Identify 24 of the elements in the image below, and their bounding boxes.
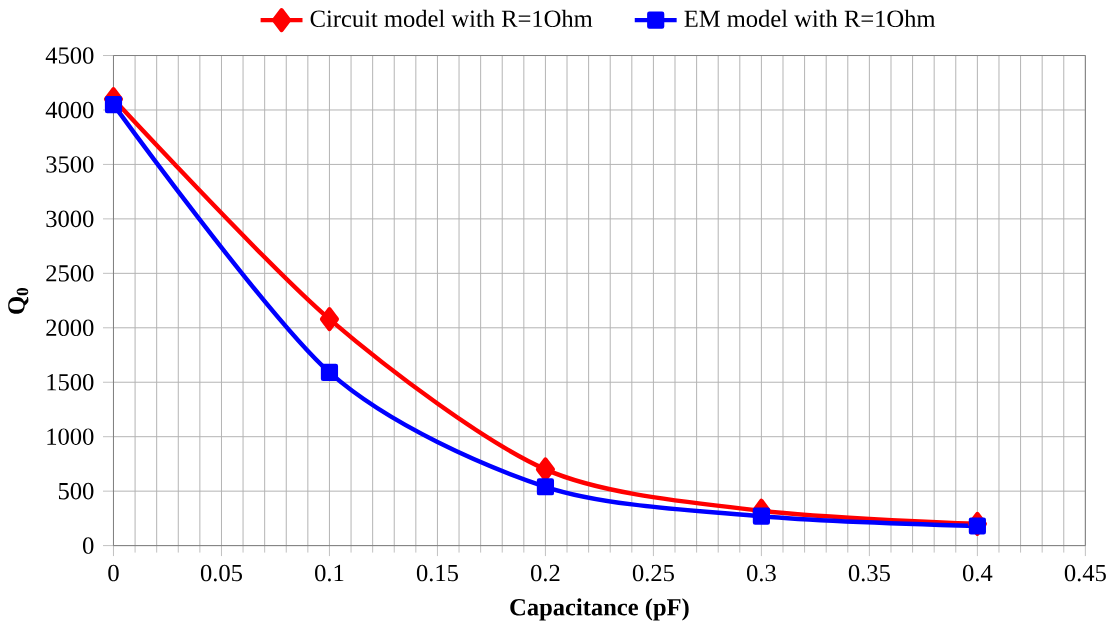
x-tick-label: 0.1 [315,564,344,582]
x-tick-label: 0.15 [416,564,458,582]
y-axis-title: Q$_{0}$ [8,288,29,314]
x-axis-title: Capacitance (pF) [510,598,689,621]
y-tick-label: 4000 [45,101,94,119]
y-tick-label: 3500 [46,156,94,173]
x-tick-label: 0.4 [962,564,993,582]
legend-label: Circuit model with R=1Ohm [310,9,593,28]
y-tick-label: 1000 [47,428,94,446]
x-tick-label: 0.45 [1064,564,1106,582]
x-tick-label: 0.3 [746,564,776,582]
y-tick-label: 500 [58,483,94,500]
y-tick-label: 0 [82,537,94,555]
y-tick-label: 1500 [47,374,94,391]
x-tick-label: 0.05 [200,564,242,582]
y-tick-label: 2500 [46,265,94,282]
x-tick-label: 0.25 [632,564,674,582]
y-tick-label: 2000 [46,319,94,337]
legend-label: EM model with R=1Ohm [684,9,936,28]
x-tick-label: 0.2 [531,564,560,582]
x-tick-label: 0.35 [848,564,890,582]
x-tick-label: 0 [108,564,119,582]
y-tick-label: 3000 [46,210,94,228]
y-tick-label: 4500 [45,47,94,64]
